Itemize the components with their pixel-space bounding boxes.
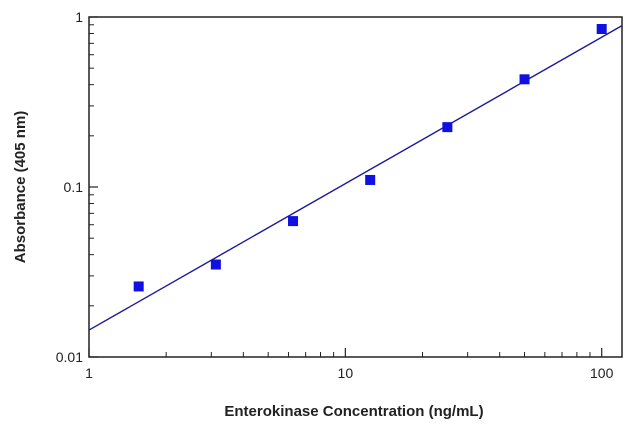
- y-axis-label: Absorbance (405 nm): [12, 111, 29, 264]
- y-tick-label: 0.1: [64, 179, 84, 195]
- x-tick-label: 10: [338, 365, 354, 381]
- data-point: [596, 23, 607, 34]
- data-point: [519, 74, 530, 85]
- x-tick-label: 1: [85, 365, 93, 381]
- y-tick-label: 0.01: [56, 349, 83, 365]
- fit-line: [88, 24, 623, 331]
- data-point: [365, 174, 376, 185]
- data-point: [288, 216, 299, 227]
- y-tick-label: 1: [75, 9, 83, 25]
- plot-frame: [88, 16, 623, 358]
- data-point: [442, 122, 453, 133]
- data-point: [210, 259, 221, 270]
- x-axis-label: Enterokinase Concentration (ng/mL): [224, 403, 483, 420]
- data-point: [133, 281, 144, 292]
- x-tick-label: 100: [590, 365, 614, 381]
